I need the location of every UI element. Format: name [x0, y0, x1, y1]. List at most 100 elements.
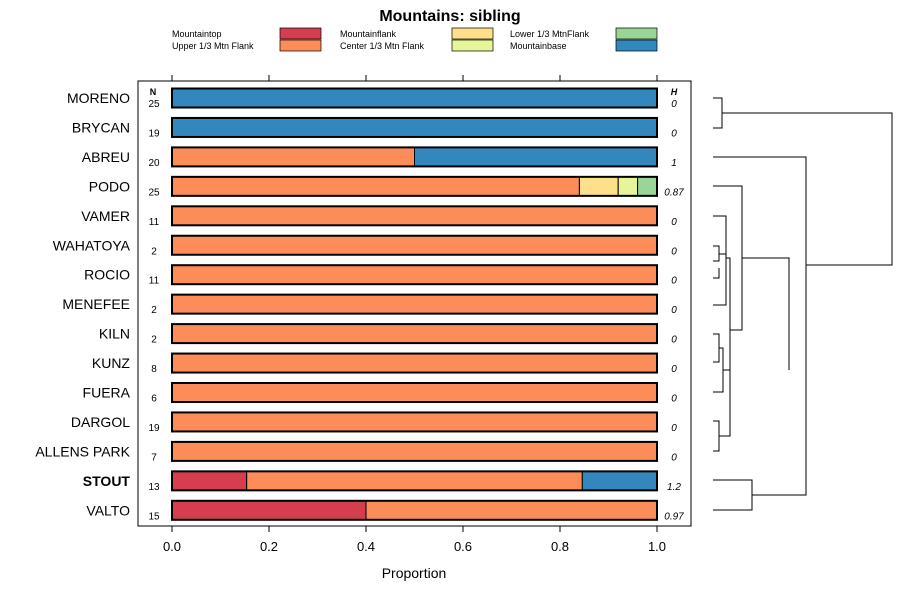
row-vamer: VAMER 11 0 [81, 205, 677, 228]
bar-segment-upper-1-3-mtn-flank [171, 176, 580, 197]
bar-segment-upper-1-3-mtn-flank [171, 146, 415, 167]
bar-outline [171, 116, 658, 138]
x-tick-label: 1.0 [648, 539, 666, 554]
row-n-value: 19 [148, 128, 160, 139]
legend-label-center-1-3-mtn-flank: Center 1/3 Mtn Flank [340, 41, 425, 51]
row-label: MORENO [67, 90, 130, 106]
row-n-value: 11 [149, 217, 160, 228]
row-h-value: 0 [671, 217, 677, 228]
row-dargol: DARGOL 19 0 [71, 411, 677, 434]
row-stout: STOUT 13 1.2 [83, 470, 681, 493]
x-tick-label: 0.4 [357, 539, 375, 554]
row-rocio: ROCIO 11 0 [84, 264, 677, 287]
row-h-value: 0 [671, 364, 677, 375]
dendro-link-kiln-kunz [713, 333, 720, 363]
bar-outline [171, 382, 658, 403]
dendro-link-kiln-group [719, 369, 731, 437]
bar-segment-upper-1-3-mtn-flank [246, 470, 583, 491]
bar-outline [171, 323, 658, 345]
bar-segment-upper-1-3-mtn-flank [171, 382, 658, 403]
bar-outline [171, 264, 658, 286]
row-menefee: MENEFEE 2 0 [62, 293, 677, 316]
bar-segment-mountainbase [171, 117, 658, 138]
row-h-value: 0 [671, 276, 677, 287]
x-tick-label: 0.2 [260, 539, 278, 554]
dendro-link-rocio-pair [713, 268, 720, 279]
bar-outline [171, 440, 658, 462]
row-h-value: 0 [671, 394, 677, 405]
row-valto: VALTO 15 0.97 [86, 499, 684, 522]
dendro-link-vamer-group [713, 215, 727, 278]
row-abreu: ABREU 20 1 [82, 146, 677, 169]
bar-outline [171, 234, 658, 256]
bar-segment-mountainbase [171, 88, 658, 108]
bar-outline [171, 470, 658, 492]
bar-outline [171, 205, 658, 227]
h-column-header: H [671, 87, 678, 97]
row-h-value: 0 [671, 99, 677, 110]
row-h-value: 0 [671, 305, 677, 316]
row-label: VALTO [86, 502, 130, 518]
bar-segment-upper-1-3-mtn-flank [171, 264, 658, 285]
legend: Mountaintop Upper 1/3 Mtn Flank Mountainfl… [172, 27, 658, 52]
bar-segment-mountaintop [171, 500, 367, 521]
legend-label-lower-1-3-mtnflank: Lower 1/3 MtnFlank [510, 29, 590, 39]
row-label: MENEFEE [62, 296, 130, 312]
row-n-value: 8 [151, 364, 157, 375]
row-n-value: 2 [151, 335, 157, 346]
bar-segment-upper-1-3-mtn-flank [171, 294, 658, 315]
row-label: PODO [89, 178, 130, 194]
row-n-value: 11 [149, 276, 160, 287]
row-h-value: 0 [671, 246, 677, 257]
row-allens-park: ALLENS PARK 7 0 [35, 440, 677, 463]
legend-swatch-mountainbase [615, 39, 658, 52]
row-n-value: 6 [151, 394, 157, 405]
bar-segment-center-1-3-mtn-flank [617, 176, 639, 197]
dendro-link-stout-valto [713, 479, 753, 511]
dendro-link-moreno-brycan [713, 97, 723, 129]
row-n-value: 7 [151, 452, 157, 463]
dendro-link-root [722, 112, 893, 266]
x-tick-label: 0.8 [551, 539, 569, 554]
x-tick-label: 0.0 [163, 539, 181, 554]
legend-label-upper-1-3-mtn-flank: Upper 1/3 Mtn Flank [172, 41, 254, 51]
row-moreno: MORENO 25 0 [67, 87, 677, 110]
bar-segment-mountainbase [414, 146, 658, 167]
bar-outline [171, 352, 658, 374]
bar-segment-lower-1-3-mtnflank [637, 176, 658, 197]
bar-outline [171, 499, 658, 521]
chart-title: Mountains: sibling [379, 8, 520, 25]
dendro-link-upper-join [742, 257, 790, 370]
dendro-link-dargol-allens [713, 420, 720, 452]
dendro-link-vamer-wahatoya [713, 245, 720, 262]
dendro-link-menefee [713, 253, 727, 306]
legend-swatch-mountainflank [451, 27, 494, 40]
row-h-value: 0 [671, 128, 677, 139]
row-n-value: 25 [148, 99, 160, 110]
row-kunz: KUNZ 8 0 [92, 352, 677, 375]
x-tick-label: 0.6 [454, 539, 472, 554]
legend-label-mountaintop: Mountaintop [172, 29, 222, 39]
legend-swatch-lower-1-3-mtnflank [615, 27, 658, 40]
row-label: DARGOL [71, 414, 130, 430]
row-n-value: 25 [148, 187, 160, 198]
row-n-value: 15 [148, 511, 160, 522]
dendro-link-mid-join [726, 257, 731, 403]
bar-outline [171, 293, 658, 315]
row-h-value: 1.2 [667, 482, 681, 493]
row-label: KUNZ [92, 355, 131, 371]
row-label: VAMER [81, 208, 130, 224]
row-label: ROCIO [84, 267, 130, 283]
row-n-value: 20 [148, 158, 160, 169]
legend-swatch-center-1-3-mtn-flank [451, 39, 494, 52]
bar-segment-upper-1-3-mtn-flank [171, 353, 658, 374]
row-n-value: 19 [148, 423, 160, 434]
row-h-value: 0.87 [664, 187, 684, 198]
row-label: ABREU [82, 149, 130, 165]
bar-segment-upper-1-3-mtn-flank [171, 323, 658, 344]
dendrogram [713, 97, 893, 511]
row-label: WAHATOYA [53, 237, 131, 253]
bar-segment-upper-1-3-mtn-flank [171, 235, 658, 256]
